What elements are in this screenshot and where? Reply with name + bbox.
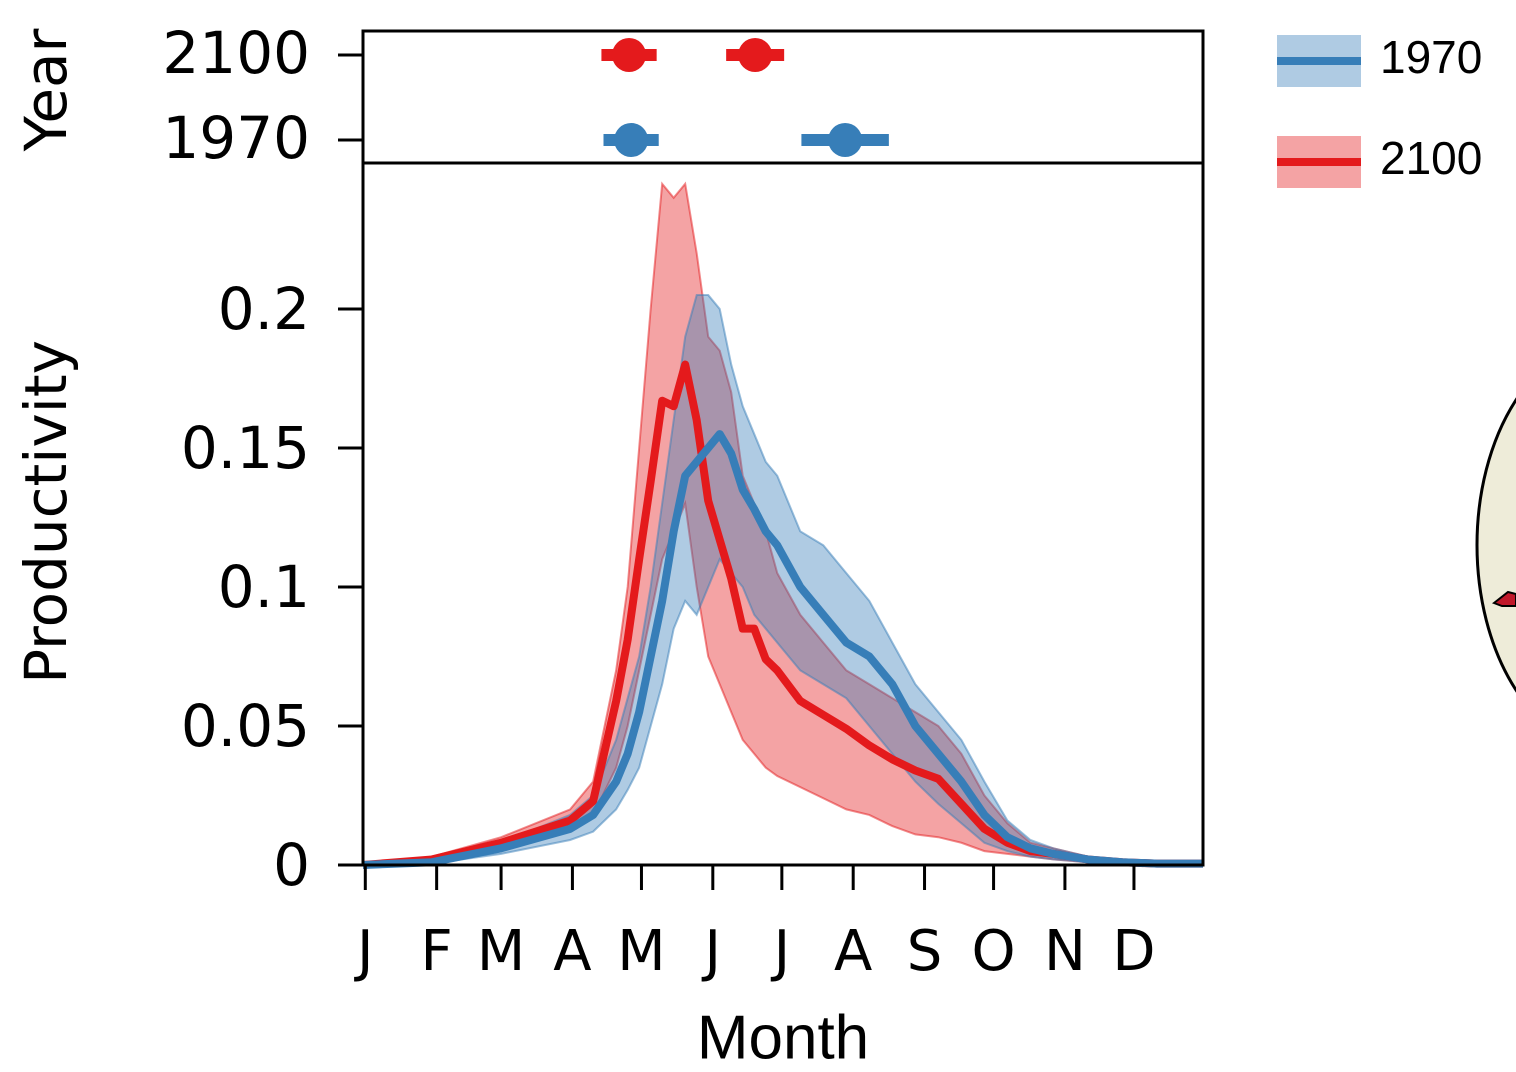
- y-tick-label: 0.05: [181, 692, 310, 760]
- x-tick-label: J: [771, 919, 791, 984]
- x-axis-label: Month: [697, 1003, 869, 1072]
- x-tick-label: N: [1044, 919, 1086, 984]
- y-tick-label: 2100: [162, 19, 310, 87]
- x-tick-label: A: [834, 919, 872, 984]
- dot: [738, 38, 773, 72]
- map-inset: [1475, 397, 1516, 693]
- y-tick-label: 0.1: [218, 553, 310, 621]
- x-tick-label: J: [354, 919, 374, 984]
- x-tick-label: M: [617, 919, 665, 984]
- map-region: [1491, 590, 1516, 607]
- dot: [828, 123, 863, 157]
- y-tick-label: 1970: [162, 104, 310, 172]
- line: [362, 360, 1203, 869]
- y-tick-label: 0.2: [218, 275, 310, 343]
- y-axis-label: Productivity: [12, 340, 80, 684]
- x-tick-label: S: [907, 919, 943, 984]
- dot: [612, 38, 647, 72]
- line: [362, 430, 1203, 869]
- x-tick-label: J: [702, 919, 722, 984]
- x-tick-label: O: [972, 919, 1016, 984]
- x-tick-label: D: [1112, 919, 1155, 984]
- x-tick-label: F: [421, 919, 453, 984]
- y-tick-label: 0.15: [181, 414, 310, 482]
- legend-label: 1970: [1380, 31, 1482, 83]
- x-tick-label: M: [477, 919, 525, 984]
- x-tick-label: A: [553, 919, 591, 984]
- y-axis-label: Year: [12, 28, 80, 152]
- y-tick-label: 0: [273, 831, 310, 899]
- dot: [614, 123, 649, 157]
- legend-label: 2100: [1380, 132, 1482, 184]
